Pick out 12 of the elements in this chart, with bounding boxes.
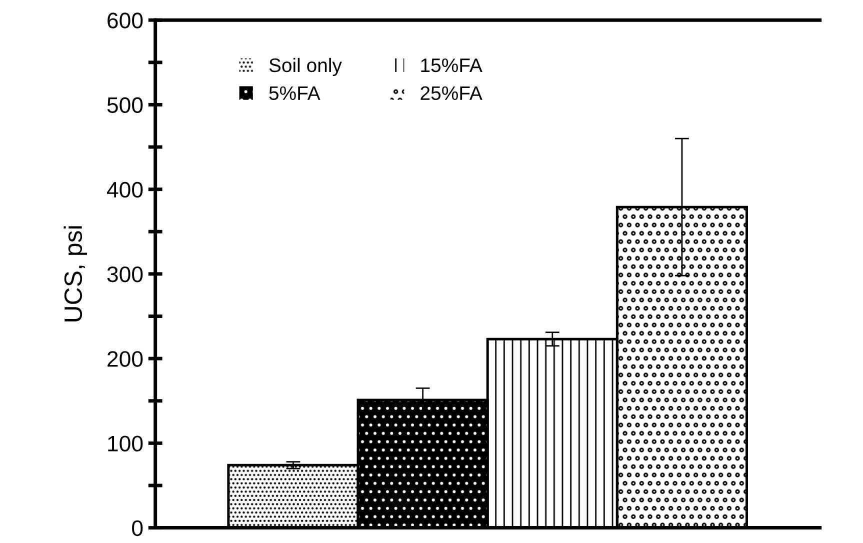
y-tick-label: 400 — [106, 182, 143, 198]
legend-label: Soil only — [269, 58, 342, 76]
y-tick-label: 0 — [132, 520, 143, 536]
legend-label: 25%FA — [420, 86, 482, 100]
y-tick-label: 100 — [108, 436, 143, 452]
legend-label: 15%FA — [421, 58, 482, 72]
y-axis-title: UCS, psi — [64, 226, 88, 322]
y-tick-label: 200 — [108, 351, 143, 367]
y-tick-label: 500 — [107, 97, 143, 113]
y-tick-label: 600 — [108, 12, 143, 28]
y-tick-label: 300 — [107, 266, 143, 282]
legend-label: 5%FA — [269, 86, 320, 100]
